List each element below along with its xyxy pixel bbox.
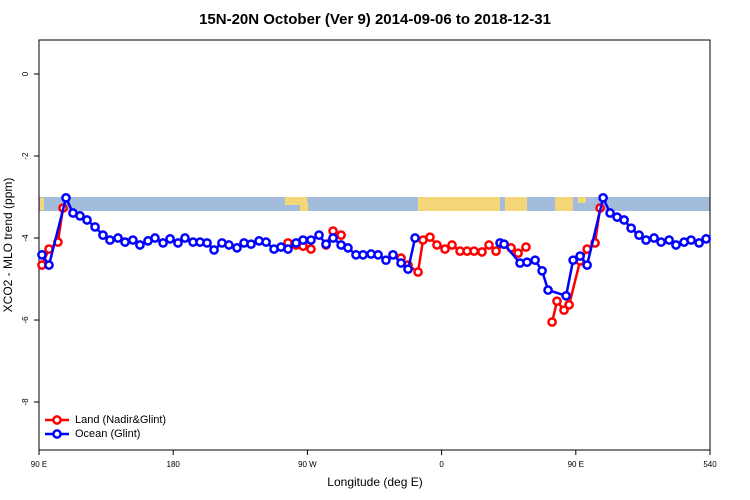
data-point	[224, 240, 234, 250]
data-point	[410, 233, 420, 243]
x-tick-label: 180	[167, 460, 181, 469]
data-point	[314, 230, 324, 241]
data-point	[547, 317, 557, 327]
data-point	[328, 233, 338, 243]
data-point	[543, 285, 553, 295]
y-tick-label: -6	[21, 316, 30, 324]
data-point	[530, 255, 540, 266]
data-point	[82, 215, 92, 225]
data-point	[381, 255, 391, 266]
data-point	[336, 230, 346, 241]
data-point	[499, 239, 509, 250]
x-tick-label: 540	[703, 460, 717, 469]
data-point	[447, 240, 457, 250]
data-point	[561, 290, 571, 301]
data-point	[413, 267, 423, 277]
legend-label: Ocean (Glint)	[75, 428, 140, 440]
data-point	[44, 260, 54, 270]
data-point	[484, 240, 494, 250]
x-axis-label: Longitude (deg E)	[327, 475, 422, 489]
data-point	[150, 233, 160, 243]
data-point	[664, 235, 674, 245]
data-point	[634, 230, 644, 241]
data-point	[98, 230, 108, 241]
data-point	[158, 238, 168, 248]
data-point	[209, 245, 219, 255]
data-point	[694, 238, 704, 248]
data-point	[321, 239, 331, 250]
data-point	[173, 238, 183, 248]
data-point	[568, 255, 578, 266]
map-strip	[39, 197, 710, 211]
data-point	[232, 243, 242, 253]
x-tick-label: 90 E	[568, 460, 584, 469]
data-point	[641, 235, 651, 245]
legend-swatch-point	[52, 429, 62, 439]
data-point	[75, 211, 85, 221]
data-point	[605, 208, 615, 218]
data-point	[425, 232, 435, 243]
data-point	[343, 243, 353, 253]
data-point	[128, 235, 138, 245]
data-point	[477, 247, 487, 257]
data-point	[564, 300, 574, 310]
data-point	[373, 249, 383, 260]
data-point	[701, 234, 711, 244]
y-tick-label: -2	[21, 152, 30, 160]
data-point	[298, 235, 308, 245]
data-point	[649, 233, 659, 243]
data-point	[432, 240, 442, 250]
data-point	[537, 265, 547, 276]
data-point	[491, 246, 501, 256]
data-point	[105, 235, 115, 245]
data-point	[283, 244, 293, 254]
data-point	[120, 237, 130, 247]
x-tick-label: 0	[439, 460, 444, 469]
data-point	[306, 235, 316, 245]
data-point	[552, 296, 562, 307]
data-point	[37, 249, 47, 260]
x-tick-label: 90 W	[298, 460, 317, 469]
data-point	[180, 233, 190, 243]
data-point	[202, 238, 212, 248]
data-point	[598, 193, 608, 203]
y-tick-label: -4	[21, 234, 30, 242]
data-point	[521, 242, 531, 252]
chart-title: 15N-20N October (Ver 9) 2014-09-06 to 20…	[199, 11, 551, 28]
data-point	[626, 223, 636, 234]
data-point	[440, 244, 450, 254]
data-point	[619, 215, 629, 225]
data-point	[513, 248, 523, 259]
y-tick-label: 0	[21, 71, 30, 76]
data-point	[522, 257, 532, 268]
data-point	[358, 249, 368, 260]
y-axis-label: XCO2 - MLO trend (ppm)	[1, 178, 15, 313]
data-point	[261, 237, 271, 247]
legend-label: Land (Nadir&Glint)	[75, 414, 166, 426]
data-point	[575, 251, 585, 261]
data-point	[403, 264, 413, 275]
data-point	[396, 258, 406, 268]
series	[37, 193, 711, 301]
y-tick-label: -8	[21, 398, 30, 406]
legend-swatch-point	[52, 415, 62, 425]
data-point	[388, 249, 398, 260]
plot-frame	[38, 39, 711, 451]
x-tick-label: 90 E	[31, 460, 47, 469]
data-point	[113, 233, 123, 243]
data-point	[686, 235, 696, 245]
data-point	[671, 240, 681, 250]
legend: Land (Nadir&Glint) Ocean (Glint)	[45, 414, 166, 440]
data-point	[582, 260, 592, 270]
data-point	[135, 240, 145, 250]
data-point	[656, 237, 666, 247]
data-point	[246, 239, 256, 250]
data-point	[165, 234, 175, 244]
data-point	[61, 193, 71, 203]
data-point	[90, 222, 100, 232]
data-point	[469, 246, 479, 256]
data-point	[306, 244, 316, 254]
